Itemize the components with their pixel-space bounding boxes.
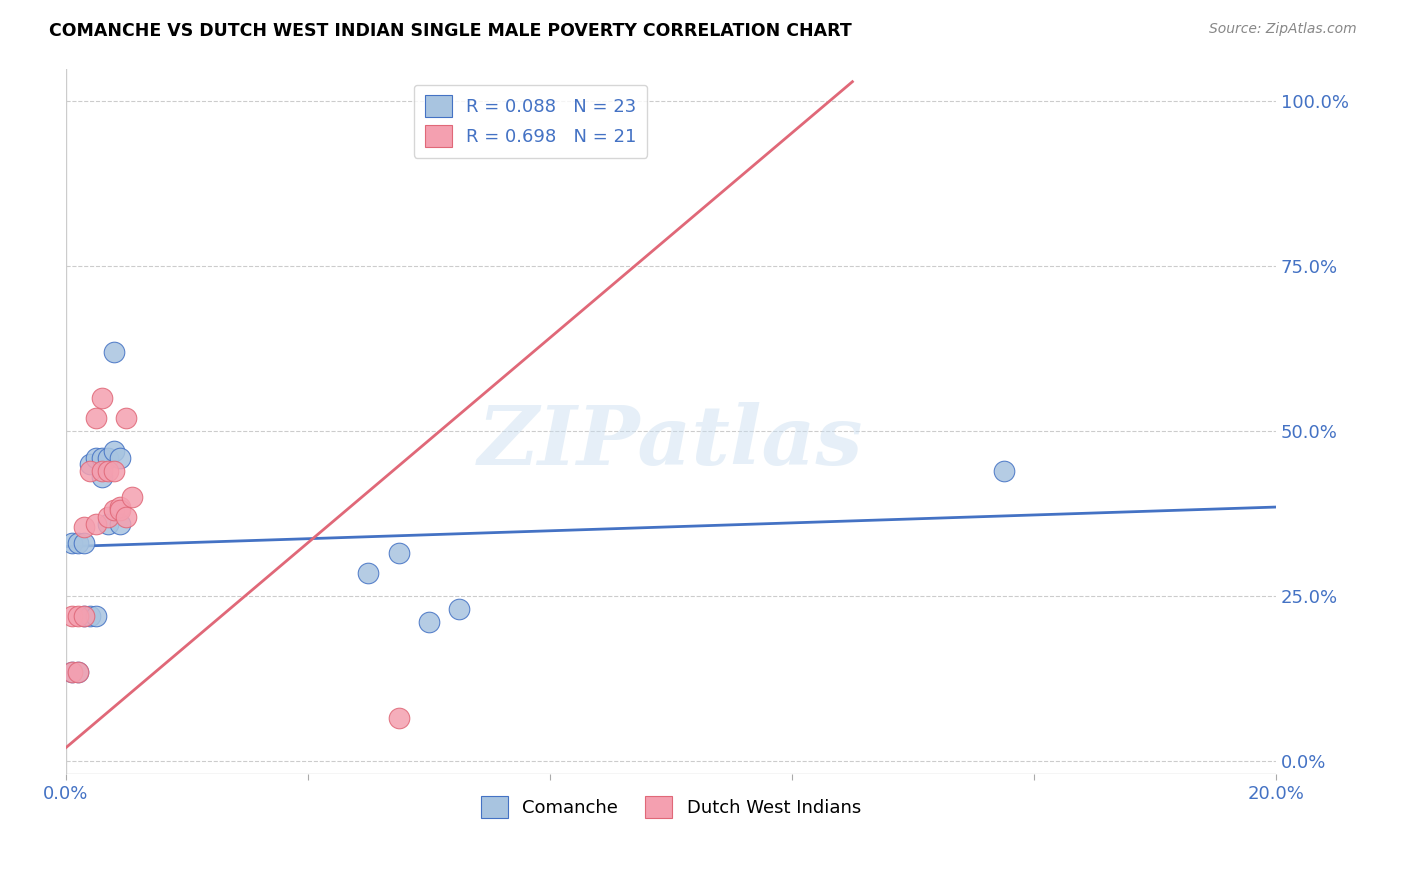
Point — [115, 510, 138, 524]
Point — [60, 536, 83, 550]
Point — [387, 546, 409, 560]
Point — [110, 516, 132, 531]
Point — [73, 536, 96, 550]
Point — [97, 464, 120, 478]
Point — [97, 510, 120, 524]
Point — [110, 450, 132, 465]
Point — [97, 450, 120, 465]
Point — [115, 411, 138, 425]
Point — [73, 608, 96, 623]
Point — [66, 608, 89, 623]
Point — [60, 665, 83, 679]
Text: Source: ZipAtlas.com: Source: ZipAtlas.com — [1209, 22, 1357, 37]
Point — [121, 490, 143, 504]
Point — [66, 536, 89, 550]
Point — [993, 464, 1015, 478]
Point — [418, 615, 440, 630]
Text: ZIPatlas: ZIPatlas — [478, 402, 863, 483]
Point — [60, 608, 83, 623]
Point — [91, 391, 114, 405]
Point — [60, 665, 83, 679]
Text: COMANCHE VS DUTCH WEST INDIAN SINGLE MALE POVERTY CORRELATION CHART: COMANCHE VS DUTCH WEST INDIAN SINGLE MAL… — [49, 22, 852, 40]
Point — [66, 665, 89, 679]
Point — [79, 464, 101, 478]
Point — [84, 411, 107, 425]
Point — [91, 450, 114, 465]
Legend: Comanche, Dutch West Indians: Comanche, Dutch West Indians — [474, 789, 869, 825]
Point — [103, 464, 125, 478]
Point — [73, 608, 96, 623]
Point — [84, 516, 107, 531]
Point — [91, 464, 114, 478]
Point — [79, 457, 101, 471]
Point — [103, 444, 125, 458]
Point — [73, 520, 96, 534]
Point — [110, 500, 132, 514]
Point — [449, 602, 471, 616]
Point — [91, 470, 114, 484]
Point — [97, 516, 120, 531]
Point — [103, 503, 125, 517]
Point — [84, 608, 107, 623]
Point — [84, 450, 107, 465]
Point — [387, 711, 409, 725]
Point — [103, 345, 125, 359]
Point — [79, 608, 101, 623]
Point — [110, 503, 132, 517]
Point — [357, 566, 380, 580]
Point — [66, 665, 89, 679]
